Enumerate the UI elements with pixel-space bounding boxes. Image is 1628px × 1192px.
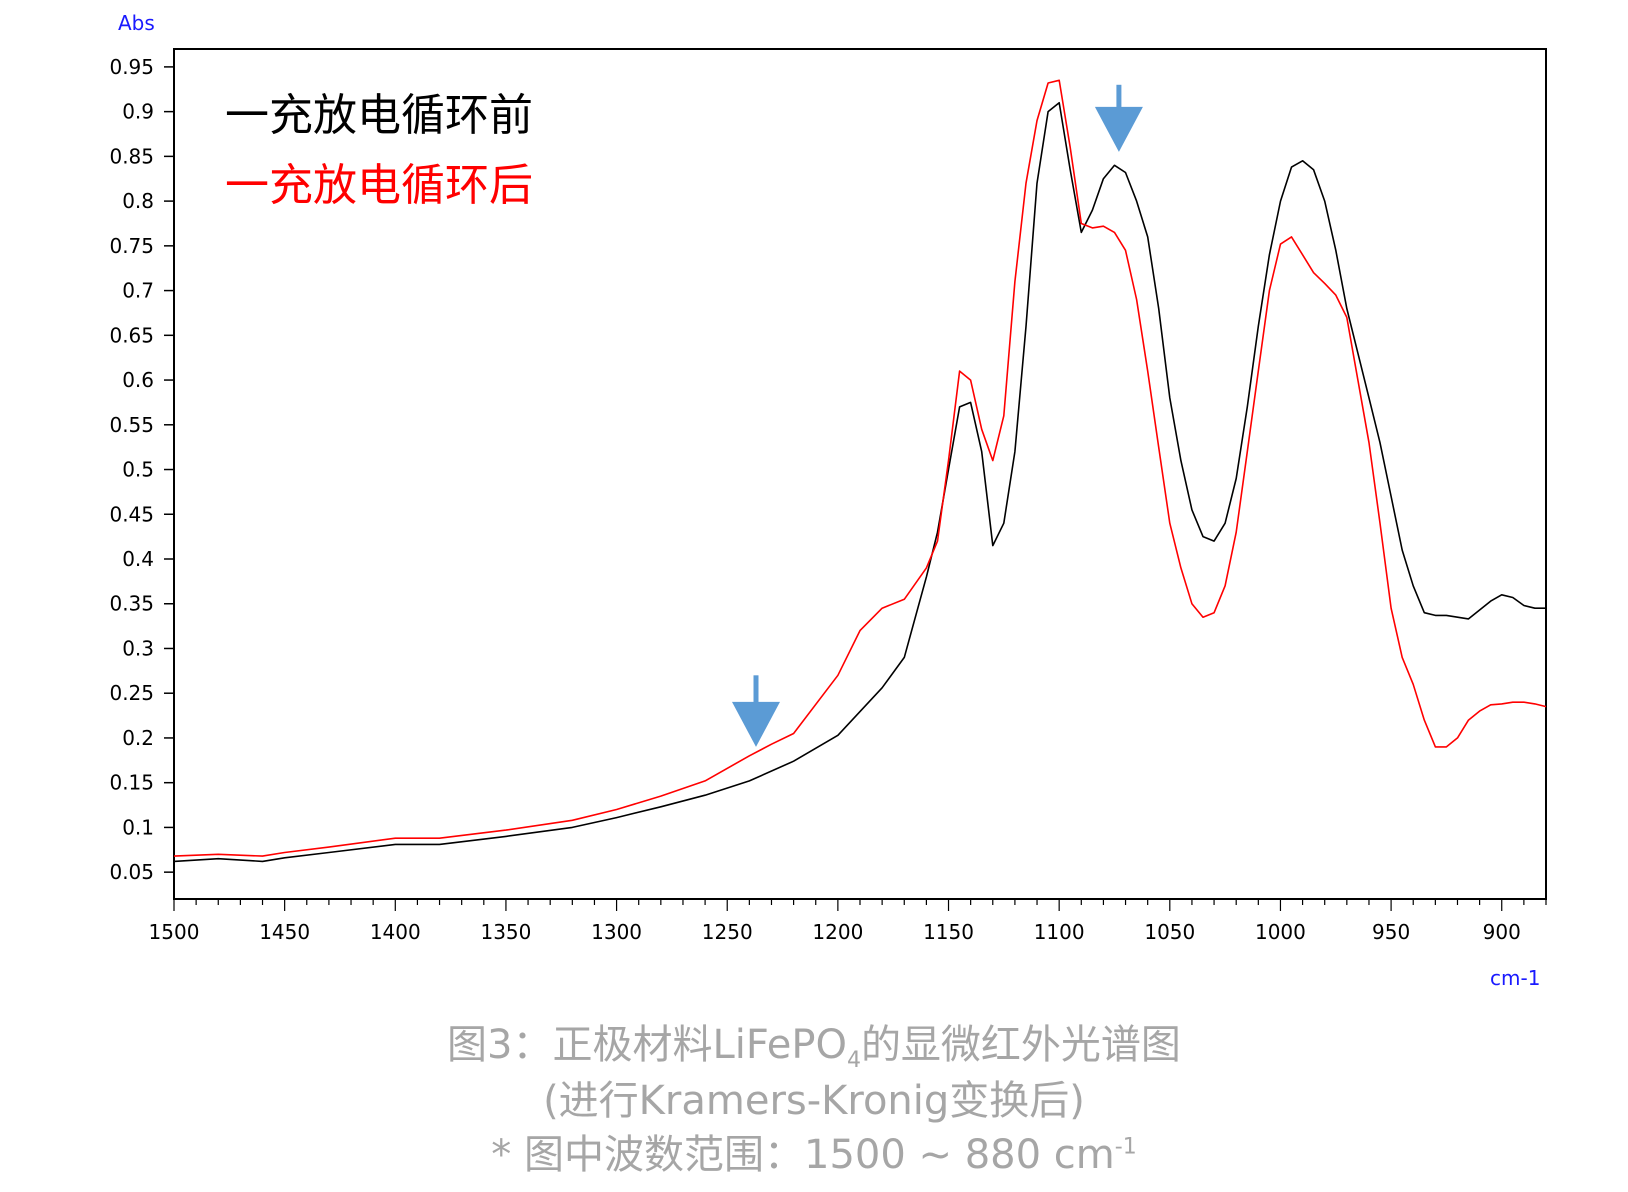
caption-title-subscript: 4 [846, 1048, 861, 1073]
y-tick-label: 0.4 [122, 547, 154, 571]
figure-caption-note: (进行Kramers-Kronig变换后) [543, 1078, 1085, 1124]
series-layer [173, 79, 1547, 863]
y-tick-label: 0.9 [122, 100, 154, 124]
y-tick-label: 0.25 [109, 681, 154, 705]
series-line-after [173, 79, 1547, 857]
y-tick-label: 0.15 [109, 771, 154, 795]
x-tick-label: 1250 [702, 920, 753, 944]
caption-title-part1: 图3：正极材料LiFePO [447, 1022, 847, 1068]
x-tick-label: 1150 [923, 920, 974, 944]
series-line-before [173, 101, 1546, 863]
x-axis: 1500 1450 1400 1350 1300 1250 1200 1150 1100 1050… [149, 899, 1547, 944]
y-tick-label: 0.05 [109, 860, 154, 884]
x-tick-label: 1500 [149, 920, 200, 944]
caption-range-superscript: -1 [1114, 1134, 1137, 1160]
annotation-arrow-1 [731, 675, 780, 747]
y-tick-label: 0.75 [109, 234, 154, 258]
x-tick-label: 1200 [812, 920, 863, 944]
x-tick-label: 1050 [1144, 920, 1195, 944]
y-tick-label: 0.1 [122, 815, 154, 839]
y-tick-label: 0.95 [109, 55, 154, 79]
caption-range-text: * 图中波数范围：1500 ~ 880 cm [491, 1132, 1115, 1178]
legend-item-before: 一充放电循环前 [225, 90, 533, 141]
annotation-arrow-2 [1094, 84, 1143, 152]
y-tick-label: 0.2 [122, 726, 154, 750]
y-tick-label: 0.6 [122, 368, 154, 392]
figure-caption-range: * 图中波数范围：1500 ~ 880 cm-1 [0, 1122, 1628, 1180]
caption-title-part2: 的显微红外光谱图 [860, 1022, 1181, 1068]
x-tick-label: 1450 [259, 920, 310, 944]
x-tick-label: 950 [1372, 920, 1410, 944]
x-tick-label: 1100 [1034, 920, 1085, 944]
x-tick-label: 1300 [591, 920, 642, 944]
y-axis: 0.95 0.9 0.85 0.8 0.75 0.7 0.65 0.6 0.55 0.5 0.45 0… [109, 55, 174, 884]
x-axis-label: cm-1 [1490, 966, 1540, 990]
legend-item-after: 一充放电循环后 [225, 160, 533, 211]
x-tick-label: 1000 [1255, 920, 1306, 944]
y-tick-label: 0.35 [109, 592, 154, 616]
y-axis-label: Abs [118, 11, 155, 35]
chart: Abs 0.950.90.850.80.750.70.650.60.550.50… [109, 11, 1547, 990]
annotations [731, 84, 1143, 747]
y-tick-label: 0.8 [122, 189, 154, 213]
figure-caption-title: 图3：正极材料LiFePO4的显微红外光谱图 [0, 1012, 1628, 1073]
x-tick-label: 900 [1483, 920, 1521, 944]
y-tick-label: 0.65 [109, 323, 154, 347]
x-tick-label: 1400 [370, 920, 421, 944]
y-tick-label: 0.55 [109, 413, 154, 437]
y-tick-label: 0.5 [122, 458, 154, 482]
y-tick-label: 0.85 [109, 144, 154, 168]
y-tick-label: 0.3 [122, 636, 154, 660]
x-tick-label: 1350 [480, 920, 531, 944]
y-tick-label: 0.45 [109, 502, 154, 526]
y-tick-label: 0.7 [122, 279, 154, 303]
